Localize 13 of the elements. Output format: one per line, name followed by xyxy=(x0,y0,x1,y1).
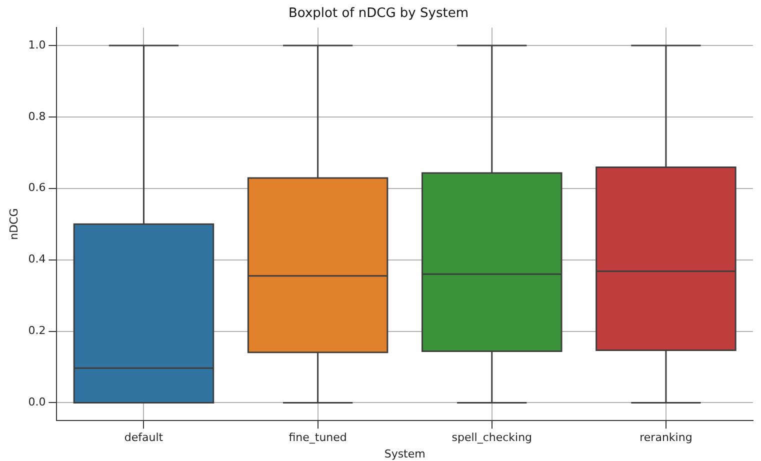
y-tick-label: 0.8 xyxy=(28,110,46,123)
y-tick-label: 0.6 xyxy=(28,181,46,194)
chart-title: Boxplot of nDCG by System xyxy=(288,6,468,22)
x-tick-label: fine_tuned xyxy=(288,431,347,444)
y-axis-title: nDCG xyxy=(7,208,20,240)
y-tick-label: 0.0 xyxy=(28,396,46,409)
y-tick-label: 0.2 xyxy=(28,324,46,338)
x-axis-title: System xyxy=(384,447,426,460)
y-tick-label: 1.0 xyxy=(28,38,46,52)
y-tick-label: 0.4 xyxy=(28,252,46,266)
x-tick-label: default xyxy=(124,431,164,444)
x-tick-label: reranking xyxy=(640,431,692,444)
x-tick-label: spell_checking xyxy=(452,431,532,444)
